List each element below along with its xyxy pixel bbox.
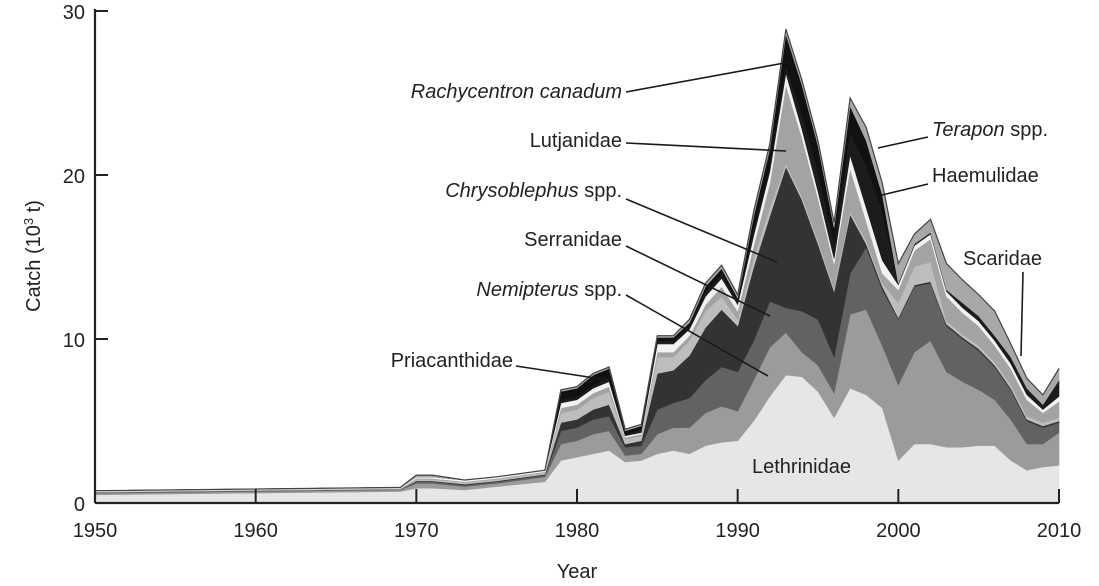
label-rachycentron: Rachycentron canadum	[411, 81, 622, 103]
x-tick-label: 1960	[233, 520, 278, 542]
label-scaridae: Scaridae	[963, 248, 1042, 270]
leader-line-terapon	[877, 136, 929, 149]
y-ticks: 0 10 20 30	[63, 2, 108, 516]
y-axis-title: Catch (103 t)	[21, 200, 46, 312]
leader-line-serranidae	[625, 245, 771, 317]
leader-line-priacanthidae	[515, 365, 609, 381]
y-tick-label: 30	[63, 2, 85, 24]
total-outline	[94, 28, 1060, 492]
x-tick-label: 1950	[73, 520, 118, 542]
axes: 0 10 20 30 1950 1960 1970 1980 1990 2000 2010	[63, 2, 1082, 542]
x-axis-title: Year	[557, 561, 598, 583]
x-tick-label: 1980	[555, 520, 600, 542]
leader-line-rachycentron	[625, 61, 791, 93]
leader-line-chrysoblephus	[625, 198, 778, 263]
label-serranidae: Serranidae	[524, 229, 622, 251]
label-lethrinidae: Lethrinidae	[752, 456, 851, 478]
x-tick-label: 1970	[394, 520, 439, 542]
x-tick-label: 1990	[715, 520, 760, 542]
label-chrysoblephus: Chrysoblephus spp.	[445, 180, 622, 202]
stacked-areas	[94, 28, 1060, 504]
x-tick-label: 2000	[876, 520, 921, 542]
x-ticks: 1950 1960 1970 1980 1990 2000 2010	[73, 489, 1082, 542]
series-annotations: Rachycentron canadum Lutjanidae Chrysoblep…	[391, 61, 1048, 478]
label-priacanthidae: Priacanthidae	[391, 350, 513, 372]
y-tick-label: 20	[63, 166, 85, 188]
y-tick-label: 10	[63, 330, 85, 352]
label-nemipterus: Nemipterus spp.	[476, 279, 622, 301]
leader-line-scaridae	[1020, 271, 1024, 357]
leader-line-nemipterus	[625, 294, 769, 377]
label-lutjanidae: Lutjanidae	[530, 130, 622, 152]
leader-line-haemulidae	[881, 183, 929, 196]
label-terapon: Terapon spp.	[932, 119, 1048, 141]
leader-line-lutjanidae	[625, 142, 787, 152]
x-tick-label: 2010	[1037, 520, 1082, 542]
label-haemulidae: Haemulidae	[932, 165, 1039, 187]
y-tick-label: 0	[74, 494, 85, 516]
